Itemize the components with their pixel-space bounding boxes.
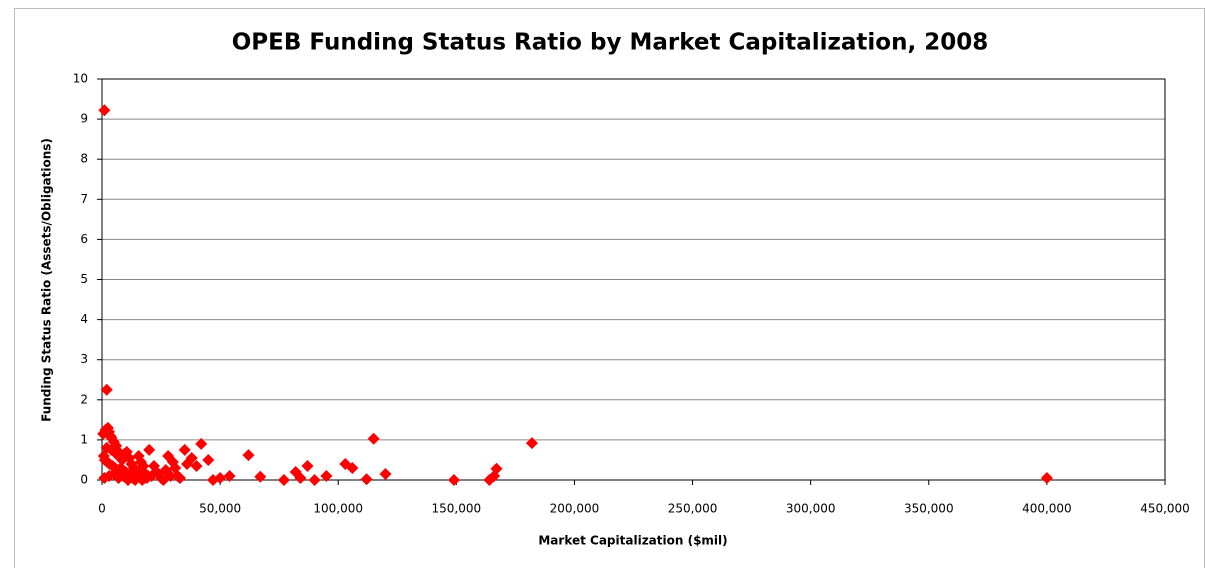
y-tick-label: 0 (80, 473, 88, 487)
point (294, 471, 307, 484)
y-tick-label: 4 (80, 312, 88, 326)
point (178, 443, 191, 456)
chart-title: OPEB Funding Status Ratio by Market Capi… (232, 30, 988, 56)
point (379, 467, 392, 480)
point (490, 462, 503, 475)
y-tick-label: 3 (80, 352, 88, 366)
x-tick-label: 150,000 (432, 502, 482, 516)
x-tick-label: 100,000 (313, 502, 363, 516)
point (346, 461, 359, 474)
point (320, 469, 333, 482)
point (308, 474, 321, 486)
point (185, 451, 198, 464)
y-tick-label: 7 (80, 192, 88, 206)
y-tick-label: 2 (80, 392, 88, 406)
point (242, 449, 255, 462)
x-tick-label: 350,000 (904, 502, 954, 516)
point (223, 469, 236, 482)
point (195, 437, 208, 450)
point (214, 471, 227, 484)
y-tick-label: 9 (80, 112, 88, 126)
point (147, 459, 160, 472)
point (367, 432, 380, 445)
point (301, 459, 314, 472)
x-tick-label: 450,000 (1140, 502, 1190, 516)
point (447, 474, 460, 486)
point (1040, 471, 1053, 484)
point (138, 471, 151, 484)
point (100, 383, 113, 396)
x-tick-label: 300,000 (786, 502, 836, 516)
point (254, 470, 267, 483)
y-tick-label: 5 (80, 272, 88, 286)
point (171, 469, 184, 482)
point (202, 453, 215, 466)
x-tick-label: 400,000 (1022, 502, 1072, 516)
point (143, 443, 156, 456)
point (360, 473, 373, 486)
y-tick-label: 8 (80, 152, 88, 166)
x-tick-label: 250,000 (668, 502, 718, 516)
point (129, 474, 142, 486)
x-tick-label: 50,000 (199, 502, 241, 516)
point (277, 474, 290, 486)
y-tick-label: 1 (80, 432, 88, 446)
x-tick-label: 200,000 (550, 502, 600, 516)
point (98, 104, 111, 117)
x-axis-label: Market Capitalization ($mil) (538, 534, 727, 548)
point (133, 463, 146, 476)
point (110, 447, 123, 460)
plot-area (101, 78, 1166, 481)
point (525, 437, 538, 450)
y-tick-label: 6 (80, 232, 88, 246)
point (157, 474, 170, 486)
chart-frame (14, 8, 1205, 569)
y-tick-label: 10 (73, 72, 88, 86)
y-axis-label: Funding Status Ratio (Assets/Obligations… (40, 138, 54, 422)
x-tick-label: 0 (98, 502, 106, 516)
point (162, 449, 175, 462)
point (190, 459, 203, 472)
